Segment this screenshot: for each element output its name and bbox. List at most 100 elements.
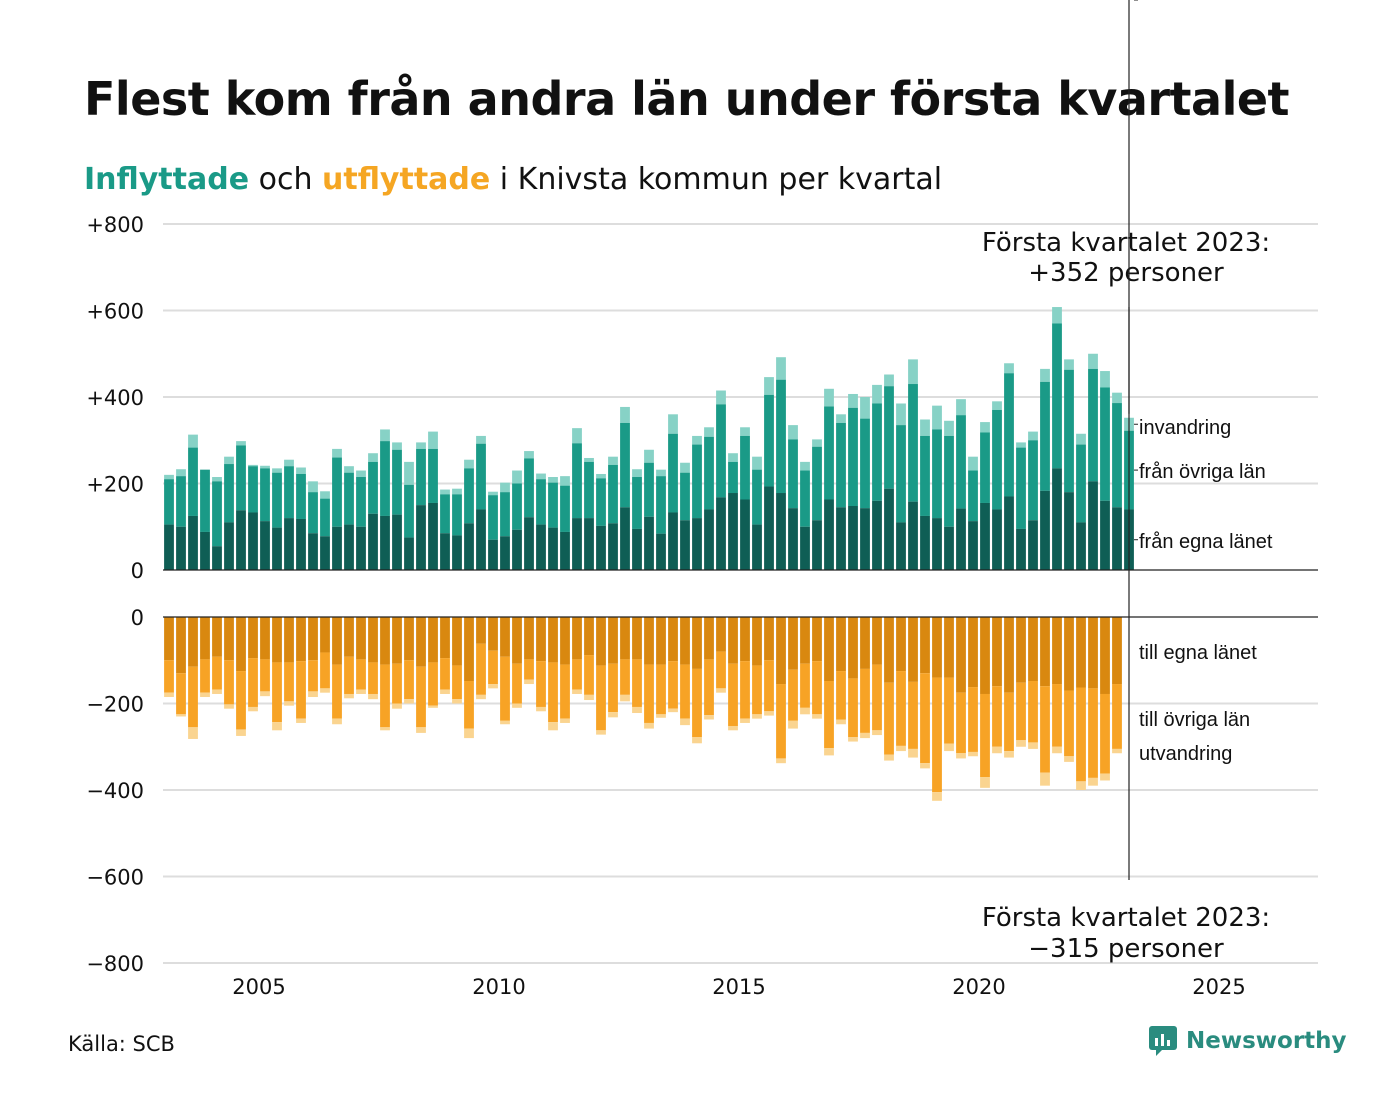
bar-inflow-immigration (920, 419, 930, 436)
bar-inflow-other-counties (740, 435, 750, 500)
bar-outflow-own-county (896, 617, 906, 672)
bar-inflow-immigration (488, 491, 498, 496)
bar-inflow-own-county (596, 525, 606, 570)
bar-outflow-emigration (512, 703, 522, 708)
bar-outflow-other-counties (548, 662, 558, 723)
bar-outflow-own-county (716, 617, 726, 652)
bar-inflow-other-counties (584, 461, 594, 519)
x-tick-label: 2015 (712, 975, 765, 999)
bar-inflow-other-counties (884, 386, 894, 489)
bar-inflow-other-counties (944, 435, 954, 527)
bar-inflow-other-counties (536, 479, 546, 525)
bar-inflow-own-county (740, 499, 750, 570)
bar-outflow-other-counties (296, 661, 306, 719)
bar-inflow-immigration (800, 461, 810, 471)
bar-outflow-other-counties (416, 666, 426, 728)
bar-inflow-immigration (668, 414, 678, 434)
bar-outflow-emigration (236, 729, 246, 736)
bar-inflow-immigration (188, 434, 198, 448)
bar-outflow-emigration (1016, 740, 1026, 747)
newsworthy-logo-icon (1148, 1024, 1178, 1058)
bar-outflow-own-county (776, 617, 786, 685)
bar-outflow-own-county (872, 617, 882, 665)
bar-inflow-other-counties (1100, 387, 1110, 501)
bar-outflow-other-counties (500, 656, 510, 721)
bar-inflow-other-counties (1052, 323, 1062, 469)
bar-inflow-other-counties (692, 444, 702, 519)
bar-outflow-emigration (500, 720, 510, 725)
bar-outflow-other-counties (368, 662, 378, 694)
bar-inflow-immigration (656, 469, 666, 477)
bar-inflow-other-counties (980, 432, 990, 503)
bar-outflow-own-county (188, 617, 198, 667)
bar-inflow-other-counties (1004, 373, 1014, 497)
bar-outflow-own-county (764, 617, 774, 661)
bar-outflow-own-county (1088, 617, 1098, 689)
bar-inflow-immigration (860, 397, 870, 419)
bar-inflow-other-counties (1076, 444, 1086, 523)
bar-inflow-own-county (500, 536, 510, 570)
bar-outflow-other-counties (644, 664, 654, 723)
bar-inflow-own-county (692, 518, 702, 570)
bar-inflow-own-county (524, 517, 534, 570)
bar-inflow-own-county (788, 508, 798, 570)
bar-outflow-emigration (680, 718, 690, 726)
bar-inflow-own-county (416, 505, 426, 570)
bar-inflow-own-county (644, 516, 654, 570)
bar-outflow-own-county (788, 617, 798, 670)
bar-inflow-own-county (332, 526, 342, 570)
bar-inflow-immigration (812, 439, 822, 447)
bar-inflow-own-county (812, 520, 822, 570)
bar-outflow-emigration (656, 714, 666, 718)
bar-outflow-emigration (788, 720, 798, 729)
bar-outflow-other-counties (692, 668, 702, 738)
bar-inflow-immigration (356, 470, 366, 478)
bar-inflow-immigration (968, 456, 978, 471)
bar-inflow-own-county (392, 514, 402, 570)
bar-inflow-immigration (164, 474, 174, 480)
bar-inflow-own-county (716, 497, 726, 570)
bar-inflow-other-counties (320, 498, 330, 537)
bar-inflow-other-counties (500, 492, 510, 537)
bar-outflow-own-county (476, 617, 486, 644)
bar-inflow-other-counties (764, 394, 774, 487)
bar-inflow-own-county (824, 499, 834, 570)
bar-outflow-emigration (956, 753, 966, 759)
bar-inflow-immigration (440, 489, 450, 495)
bar-outflow-own-county (596, 617, 606, 666)
bar-outflow-other-counties (1052, 684, 1062, 747)
brand-name: Newsworthy (1186, 1028, 1347, 1054)
bar-inflow-immigration (716, 390, 726, 405)
bar-outflow-own-county (500, 617, 510, 657)
bar-inflow-other-counties (596, 478, 606, 526)
bar-inflow-immigration (1004, 363, 1014, 374)
bar-inflow-immigration (740, 427, 750, 436)
bar-inflow-own-county (248, 512, 258, 570)
bar-inflow-own-county (512, 529, 522, 570)
chart-subtitle: Inflyttade och utflyttade i Knivsta komm… (84, 162, 942, 197)
bar-inflow-other-counties (1040, 381, 1050, 491)
bar-outflow-other-counties (344, 656, 354, 694)
bar-inflow-immigration (584, 457, 594, 462)
bar-outflow-other-counties (452, 665, 462, 700)
bar-inflow-other-counties (896, 425, 906, 523)
bar-outflow-other-counties (1040, 686, 1050, 773)
bar-inflow-immigration (788, 425, 798, 440)
bar-outflow-other-counties (860, 668, 870, 733)
bar-inflow-own-county (284, 518, 294, 570)
bar-outflow-other-counties (968, 687, 978, 752)
bar-outflow-emigration (800, 707, 810, 715)
bar-outflow-other-counties (740, 661, 750, 719)
bar-inflow-other-counties (908, 384, 918, 502)
chart-title: Flest kom från andra län under första kv… (84, 72, 1290, 126)
bar-outflow-other-counties (800, 663, 810, 708)
bar-inflow-own-county (296, 518, 306, 570)
subtitle-inflows-word: Inflyttade (84, 162, 250, 197)
bar-outflow-own-county (860, 617, 870, 669)
bar-inflow-other-counties (1088, 368, 1098, 482)
bar-inflow-own-county (764, 486, 774, 570)
bar-outflow-own-county (332, 617, 342, 665)
bar-inflow-immigration (392, 442, 402, 450)
bar-inflow-own-county (380, 515, 390, 570)
segment-label-inflow: invandring (1139, 417, 1231, 439)
